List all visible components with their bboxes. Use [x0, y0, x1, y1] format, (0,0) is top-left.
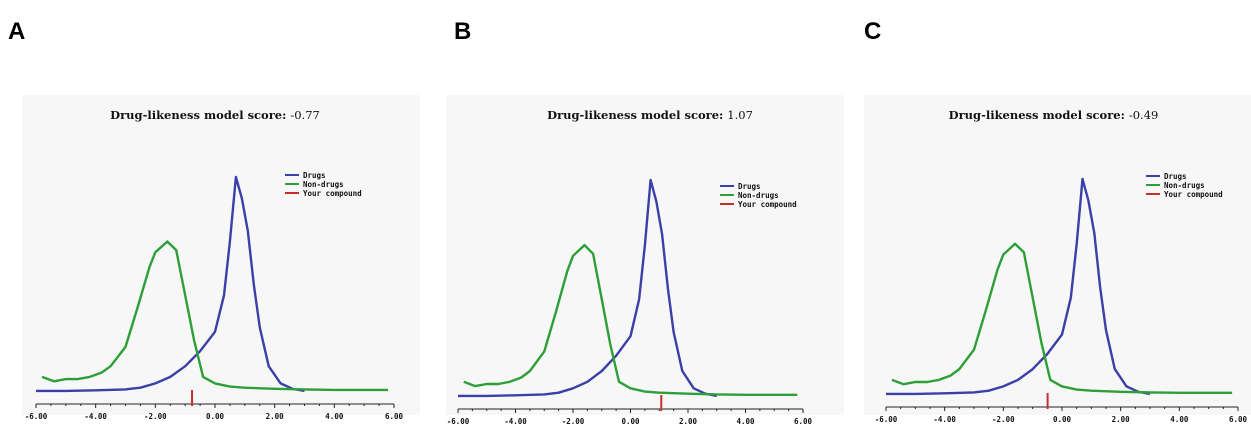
x-tick-label: 0.00: [621, 417, 640, 426]
legend-label: Non-drugs: [738, 191, 779, 200]
chart-b: -6.00 -4.00 -2.00 0.00 2.00 4.00 6.00 DrugsNon-…: [447, 178, 813, 426]
x-tick-label: -2.00: [562, 417, 585, 426]
chart-title-label: Drug-likeness model score:: [948, 108, 1125, 122]
panel-label: C: [864, 18, 882, 45]
series-line-drugs: [36, 175, 305, 393]
x-tick-label: 2.00: [266, 412, 285, 421]
series-line-non-drugs: [891, 242, 1233, 394]
x-tick-label: -2.00: [144, 412, 167, 421]
chart-title-label: Drug-likeness model score:: [110, 108, 287, 122]
x-tick-label: -6.00: [875, 415, 898, 424]
x-tick-label: 4.00: [736, 417, 755, 426]
x-tick-label: 0.00: [1053, 415, 1072, 424]
panel-b: B Drug-likeness model score: 1.07 -6.00 -4…: [446, 0, 854, 429]
legend-label: Your compound: [1164, 190, 1223, 199]
chart-title: Drug-likeness model score: -0.49: [856, 108, 1251, 122]
chart-c: -6.00 -4.00 -2.00 0.00 2.00 4.00 6.00 DrugsNon-…: [875, 172, 1248, 424]
x-tick-label: -4.00: [933, 415, 956, 424]
legend-label: Drugs: [303, 171, 326, 180]
panel-c: C Drug-likeness model score: -0.49 -6.00-…: [856, 0, 1251, 429]
chart-title-label: Drug-likeness model score:: [547, 108, 724, 122]
plot-background: [864, 95, 1251, 415]
plot-background: [22, 95, 420, 415]
chart-title: Drug-likeness model score: -0.77: [10, 108, 420, 122]
legend-label: Drugs: [1164, 172, 1187, 181]
x-tick-label: -4.00: [504, 417, 527, 426]
panel-label: A: [8, 18, 26, 45]
x-tick-label: -6.00: [447, 417, 470, 426]
panel-a: A Drug-likeness model score: -0.77 -6.00-…: [0, 0, 420, 429]
legend-label: Your compound: [738, 200, 797, 209]
chart-title-value: 1.07: [727, 108, 753, 122]
chart-title: Drug-likeness model score: 1.07: [446, 108, 854, 122]
x-tick-label: 4.00: [1170, 415, 1189, 424]
x-tick-label: -2.00: [992, 415, 1015, 424]
x-tick-label: 2.00: [1112, 415, 1131, 424]
chart-a: -6.00 -4.00 -2.00 0.00 2.00 4.00 6.00 DrugsNon-…: [25, 171, 404, 421]
x-tick-label: 0.00: [206, 412, 225, 421]
x-tick-label: 6.00: [794, 417, 813, 426]
x-tick-label: 4.00: [325, 412, 344, 421]
x-tick-label: 6.00: [1229, 415, 1248, 424]
legend-label: Non-drugs: [303, 180, 344, 189]
legend-label: Your compound: [303, 189, 362, 198]
series-line-drugs: [458, 178, 718, 398]
legend-label: Non-drugs: [1164, 181, 1205, 190]
series-line-drugs: [886, 177, 1151, 396]
series-line-non-drugs: [41, 240, 388, 392]
x-tick-label: -6.00: [25, 412, 48, 421]
x-tick-label: 6.00: [385, 412, 404, 421]
series-line-non-drugs: [463, 243, 798, 396]
x-tick-label: -4.00: [84, 412, 107, 421]
chart-title-value: -0.49: [1128, 108, 1159, 122]
chart-title-value: -0.77: [290, 108, 320, 122]
panel-label: B: [454, 18, 472, 45]
x-tick-label: 2.00: [679, 417, 698, 426]
legend-label: Drugs: [738, 182, 761, 191]
